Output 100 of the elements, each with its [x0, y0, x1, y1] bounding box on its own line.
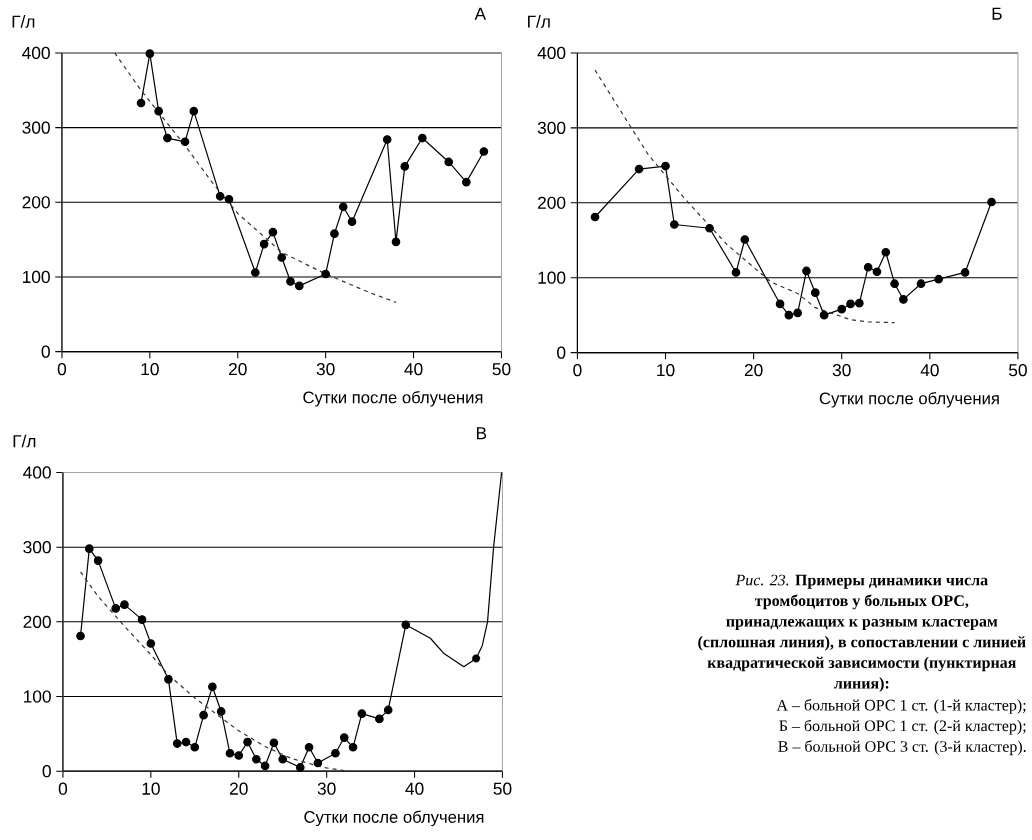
point	[224, 194, 234, 204]
point	[278, 754, 288, 764]
point	[313, 758, 323, 768]
point	[331, 748, 340, 758]
point	[705, 223, 714, 233]
x-tick-label: 30	[317, 782, 336, 795]
x-tick-label: 50	[492, 362, 511, 376]
point	[259, 239, 269, 249]
y-axis-title: Г/л	[13, 434, 36, 448]
x-axis-title: Сутки после облучения	[819, 391, 999, 408]
y-axis-title: Г/л	[528, 15, 550, 28]
point	[590, 212, 600, 222]
point	[872, 267, 882, 276]
point	[855, 298, 864, 308]
chart-title: Б	[992, 7, 1002, 20]
point	[391, 237, 401, 247]
y-tick-label: 0	[42, 765, 51, 778]
line-series	[594, 69, 896, 324]
point	[286, 277, 295, 286]
point	[208, 682, 217, 692]
point	[863, 262, 873, 272]
y-tick-label: 200	[23, 615, 51, 628]
y-tick-label: 100	[538, 271, 566, 284]
point	[330, 229, 339, 238]
x-tick-label: 10	[142, 782, 160, 795]
y-tick-label: 400	[22, 46, 50, 60]
point	[669, 220, 679, 229]
x-axis-title: Сутки после облучения	[303, 390, 483, 407]
point	[444, 157, 454, 167]
chart-title: В	[476, 427, 487, 440]
point	[382, 135, 392, 144]
point	[180, 137, 190, 147]
x-axis-title: Сутки после облучения	[304, 810, 484, 827]
point	[916, 279, 926, 288]
point	[154, 106, 163, 116]
y-tick-label: 400	[23, 466, 51, 479]
point	[401, 620, 411, 630]
point	[84, 544, 94, 553]
point	[890, 279, 899, 288]
point	[881, 247, 891, 257]
point	[145, 49, 155, 58]
text: В – больной ОРС 3 ст. (3-й кластер).	[778, 740, 1026, 756]
point	[76, 631, 85, 641]
point	[189, 106, 199, 116]
x-tick-label: 20	[230, 782, 248, 795]
point	[172, 739, 182, 748]
point	[338, 202, 348, 212]
point	[93, 556, 103, 565]
point	[846, 299, 855, 309]
point	[163, 133, 172, 143]
point	[418, 133, 427, 143]
point	[960, 268, 970, 277]
point	[348, 742, 358, 752]
x-tick-label: 50	[1009, 363, 1027, 377]
x-tick-label: 0	[57, 362, 67, 376]
x-tick-label: 0	[58, 782, 68, 795]
point	[260, 761, 270, 771]
point	[802, 266, 811, 276]
y-axis-title: Г/л	[12, 15, 35, 28]
point	[400, 162, 410, 171]
point	[136, 98, 146, 108]
x-tick-label: 20	[229, 362, 247, 376]
point	[243, 737, 252, 747]
point	[339, 733, 349, 742]
y-tick-label: 0	[41, 345, 50, 358]
y-tick-label: 0	[557, 346, 566, 359]
point	[357, 709, 367, 718]
point	[775, 299, 785, 309]
point	[137, 615, 147, 624]
text: Б – больной ОРС 1 ст. (2-й кластер);	[779, 719, 1026, 735]
point	[661, 161, 670, 171]
point	[181, 737, 191, 747]
line-series	[114, 52, 397, 303]
y-tick-label: 200	[538, 196, 566, 209]
x-tick-label: 30	[832, 363, 851, 377]
point	[190, 742, 200, 752]
line-series	[79, 571, 350, 772]
y-tick-label: 300	[23, 540, 51, 554]
point	[987, 197, 996, 207]
chart-title: А	[474, 7, 487, 20]
point	[793, 308, 802, 318]
y-tick-label: 200	[22, 196, 50, 209]
x-tick-label: 40	[405, 782, 424, 795]
point	[321, 269, 330, 279]
point	[269, 738, 279, 748]
point	[252, 754, 261, 764]
point	[472, 654, 481, 663]
x-tick-label: 40	[404, 362, 423, 376]
point	[164, 674, 173, 684]
text: А – больной ОРС 1 ст. (1-й кластер);	[776, 698, 1026, 714]
x-tick-label: 20	[744, 363, 763, 377]
point	[347, 217, 357, 226]
point	[810, 288, 820, 297]
y-tick-label: 300	[537, 121, 566, 134]
point	[295, 763, 305, 772]
y-tick-label: 100	[24, 690, 51, 703]
point	[784, 310, 794, 320]
y-tick-label: 300	[22, 121, 50, 134]
point	[899, 295, 908, 304]
point	[277, 253, 287, 262]
